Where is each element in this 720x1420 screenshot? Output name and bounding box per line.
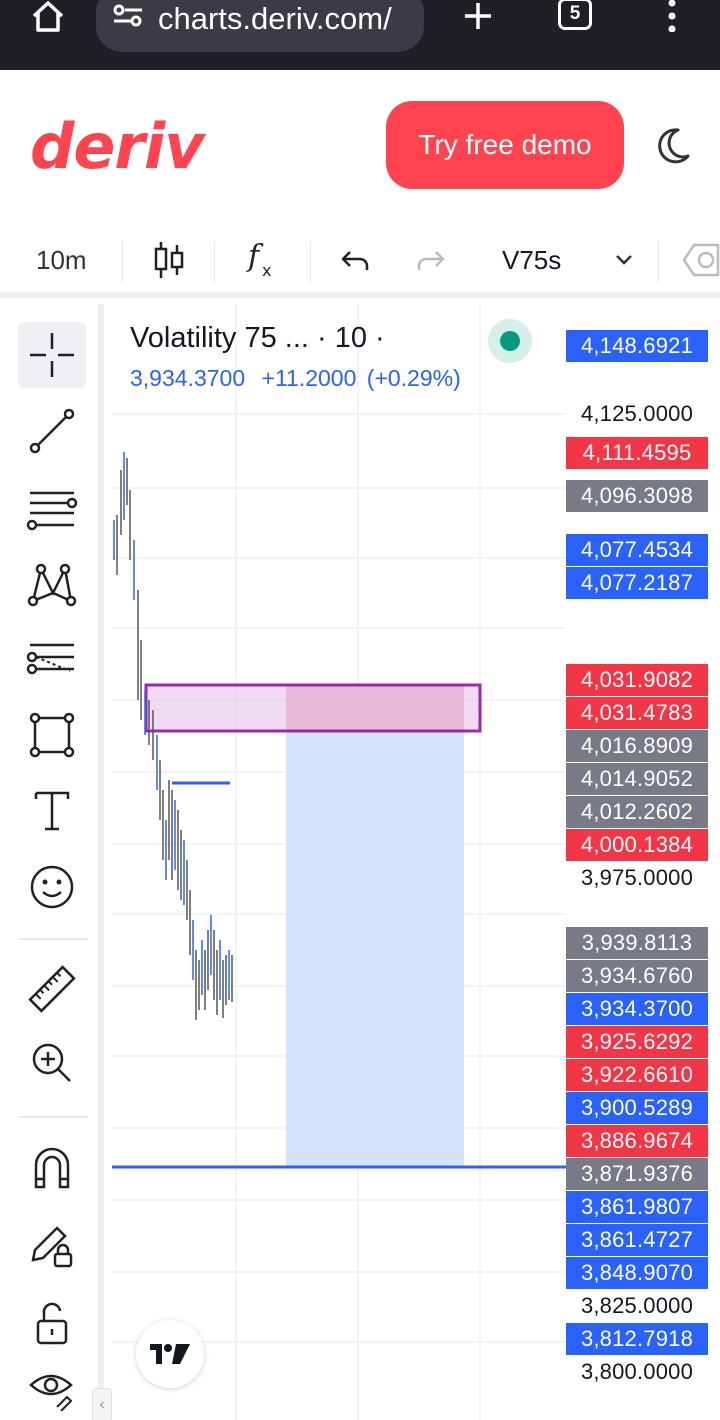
price-label: 3,934.6760 <box>566 959 708 992</box>
price-label: 3,812.7918 <box>566 1322 708 1355</box>
candlestick-icon[interactable] <box>152 222 186 298</box>
try-free-demo-button[interactable]: Try free demo <box>386 101 624 189</box>
trend-line-icon[interactable] <box>18 398 86 464</box>
price-label: 3,800.0000 <box>580 1358 694 1384</box>
price-label: 4,012.2602 <box>566 795 708 828</box>
price-label: 3,900.5289 <box>566 1091 708 1124</box>
menu-icon[interactable] <box>660 0 684 32</box>
rectangle-icon[interactable] <box>18 702 86 768</box>
svg-text:x: x <box>262 261 271 280</box>
price-label: 3,825.0000 <box>580 1292 694 1318</box>
magnet-icon[interactable] <box>18 1134 86 1200</box>
price-label: 3,861.9807 <box>566 1190 708 1223</box>
price-label: 4,016.8909 <box>566 729 708 762</box>
collapse-panel-button[interactable]: ‹ <box>92 1388 112 1420</box>
price-label: 3,861.4727 <box>566 1223 708 1256</box>
lock-drawing-icon[interactable] <box>18 1212 86 1278</box>
emoji-icon[interactable] <box>18 854 86 920</box>
zoom-in-icon[interactable] <box>18 1030 86 1096</box>
fib-retracement-icon[interactable] <box>18 476 86 542</box>
address-bar[interactable]: charts.deriv.com/ <box>96 0 424 52</box>
price-change: +11.2000 <box>261 365 357 391</box>
tab-switcher-button[interactable]: 5 <box>558 0 592 30</box>
legend-prices: 3,934.3700 +11.2000 (+0.29%) <box>130 365 471 392</box>
redo-icon[interactable] <box>416 222 446 298</box>
price-label: 4,077.4534 <box>566 533 708 566</box>
browser-bar: charts.deriv.com/ 5 <box>0 0 720 70</box>
home-icon[interactable] <box>28 0 68 32</box>
lock-icon[interactable] <box>18 1290 86 1356</box>
price-label: 3,934.3700 <box>566 992 708 1025</box>
site-settings-icon[interactable] <box>112 1 144 37</box>
eye-icon[interactable] <box>18 1356 86 1420</box>
site-header: deriv Try free demo <box>0 70 720 220</box>
crosshair-icon[interactable] <box>18 322 86 388</box>
price-label: 4,125.0000 <box>580 401 694 426</box>
deriv-logo[interactable]: deriv <box>30 110 205 183</box>
price-label: 3,975.0000 <box>580 864 694 890</box>
price-label: 3,871.9376 <box>566 1157 708 1190</box>
drawing-tools-panel <box>0 304 104 1420</box>
price-label: 4,000.1384 <box>566 828 708 861</box>
prediction-icon[interactable] <box>18 626 86 692</box>
chevron-down-icon[interactable] <box>614 222 634 298</box>
price-label: 3,922.6610 <box>566 1058 708 1091</box>
undo-icon[interactable] <box>340 222 370 298</box>
text-icon[interactable] <box>18 778 86 844</box>
url-text: charts.deriv.com/ <box>158 1 392 36</box>
price-label: 4,096.3098 <box>566 479 708 512</box>
price-label: 3,925.6292 <box>566 1025 708 1058</box>
interval-selector[interactable]: 10m <box>36 244 87 275</box>
price-label: 3,939.8113 <box>566 926 708 959</box>
price-label: 3,886.9674 <box>566 1124 708 1157</box>
position-profit-zone <box>286 684 464 1168</box>
ruler-icon[interactable] <box>18 956 86 1022</box>
market-status-icon <box>488 319 532 363</box>
price-label: 4,031.4783 <box>566 696 708 729</box>
new-tab-icon[interactable] <box>458 0 498 32</box>
price-label: 4,148.6921 <box>566 330 708 363</box>
last-price: 3,934.3700 <box>130 365 246 391</box>
moon-icon[interactable] <box>652 126 692 166</box>
price-label: 4,031.9082 <box>566 663 708 696</box>
symbol-title[interactable]: Volatility 75 ... · 10 · <box>130 322 385 354</box>
price-change-percent: (+0.29%) <box>366 365 461 391</box>
tradingview-logo[interactable] <box>136 1320 204 1388</box>
candles <box>113 452 233 1020</box>
price-label: 4,014.9052 <box>566 762 708 795</box>
chart-legend: Volatility 75 ... · 10 · 3,934.3700 +11.… <box>130 322 471 392</box>
price-label: 3,848.9070 <box>566 1256 708 1289</box>
pattern-icon[interactable] <box>18 550 86 616</box>
price-label: 4,111.4595 <box>566 436 708 469</box>
compare-icon[interactable] <box>682 222 720 298</box>
rectangle-drawing <box>144 683 482 733</box>
price-label: 4,077.2187 <box>566 566 708 599</box>
symbol-selector[interactable]: V75s <box>502 244 562 275</box>
